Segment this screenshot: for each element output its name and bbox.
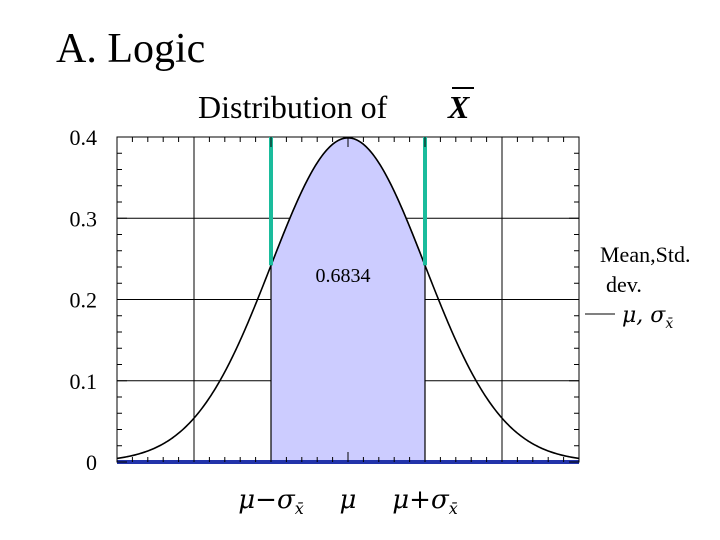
chart-title: Distribution of: [198, 89, 388, 125]
y-tick-label: 0.3: [70, 206, 98, 231]
legend-text-line2: dev.: [606, 272, 642, 297]
slide-title: A. Logic: [56, 26, 206, 72]
y-tick-label: 0.4: [70, 125, 98, 150]
area-value-label: 0.6834: [316, 265, 371, 287]
y-tick-label: 0: [86, 450, 97, 475]
shaded-area-region: [270, 137, 426, 463]
x-mark-label: μ: [340, 485, 357, 515]
y-tick-label: 0.1: [70, 369, 98, 394]
x-mark-label: μ−σx̄: [238, 485, 303, 518]
y-tick-label: 0.2: [70, 288, 98, 313]
chart-labels: 0.6834 0 0.1 0.2 0.3 0.4 Distribution of Xμ−σx̄…: [70, 87, 690, 518]
legend-symbol: μ, σx̄: [622, 303, 674, 332]
x-mark-label: μ+σx̄: [392, 485, 457, 518]
title-symbol: X: [447, 89, 470, 125]
chart-ticks: [116, 136, 580, 463]
legend-text-line1: Mean,Std.: [600, 242, 690, 267]
